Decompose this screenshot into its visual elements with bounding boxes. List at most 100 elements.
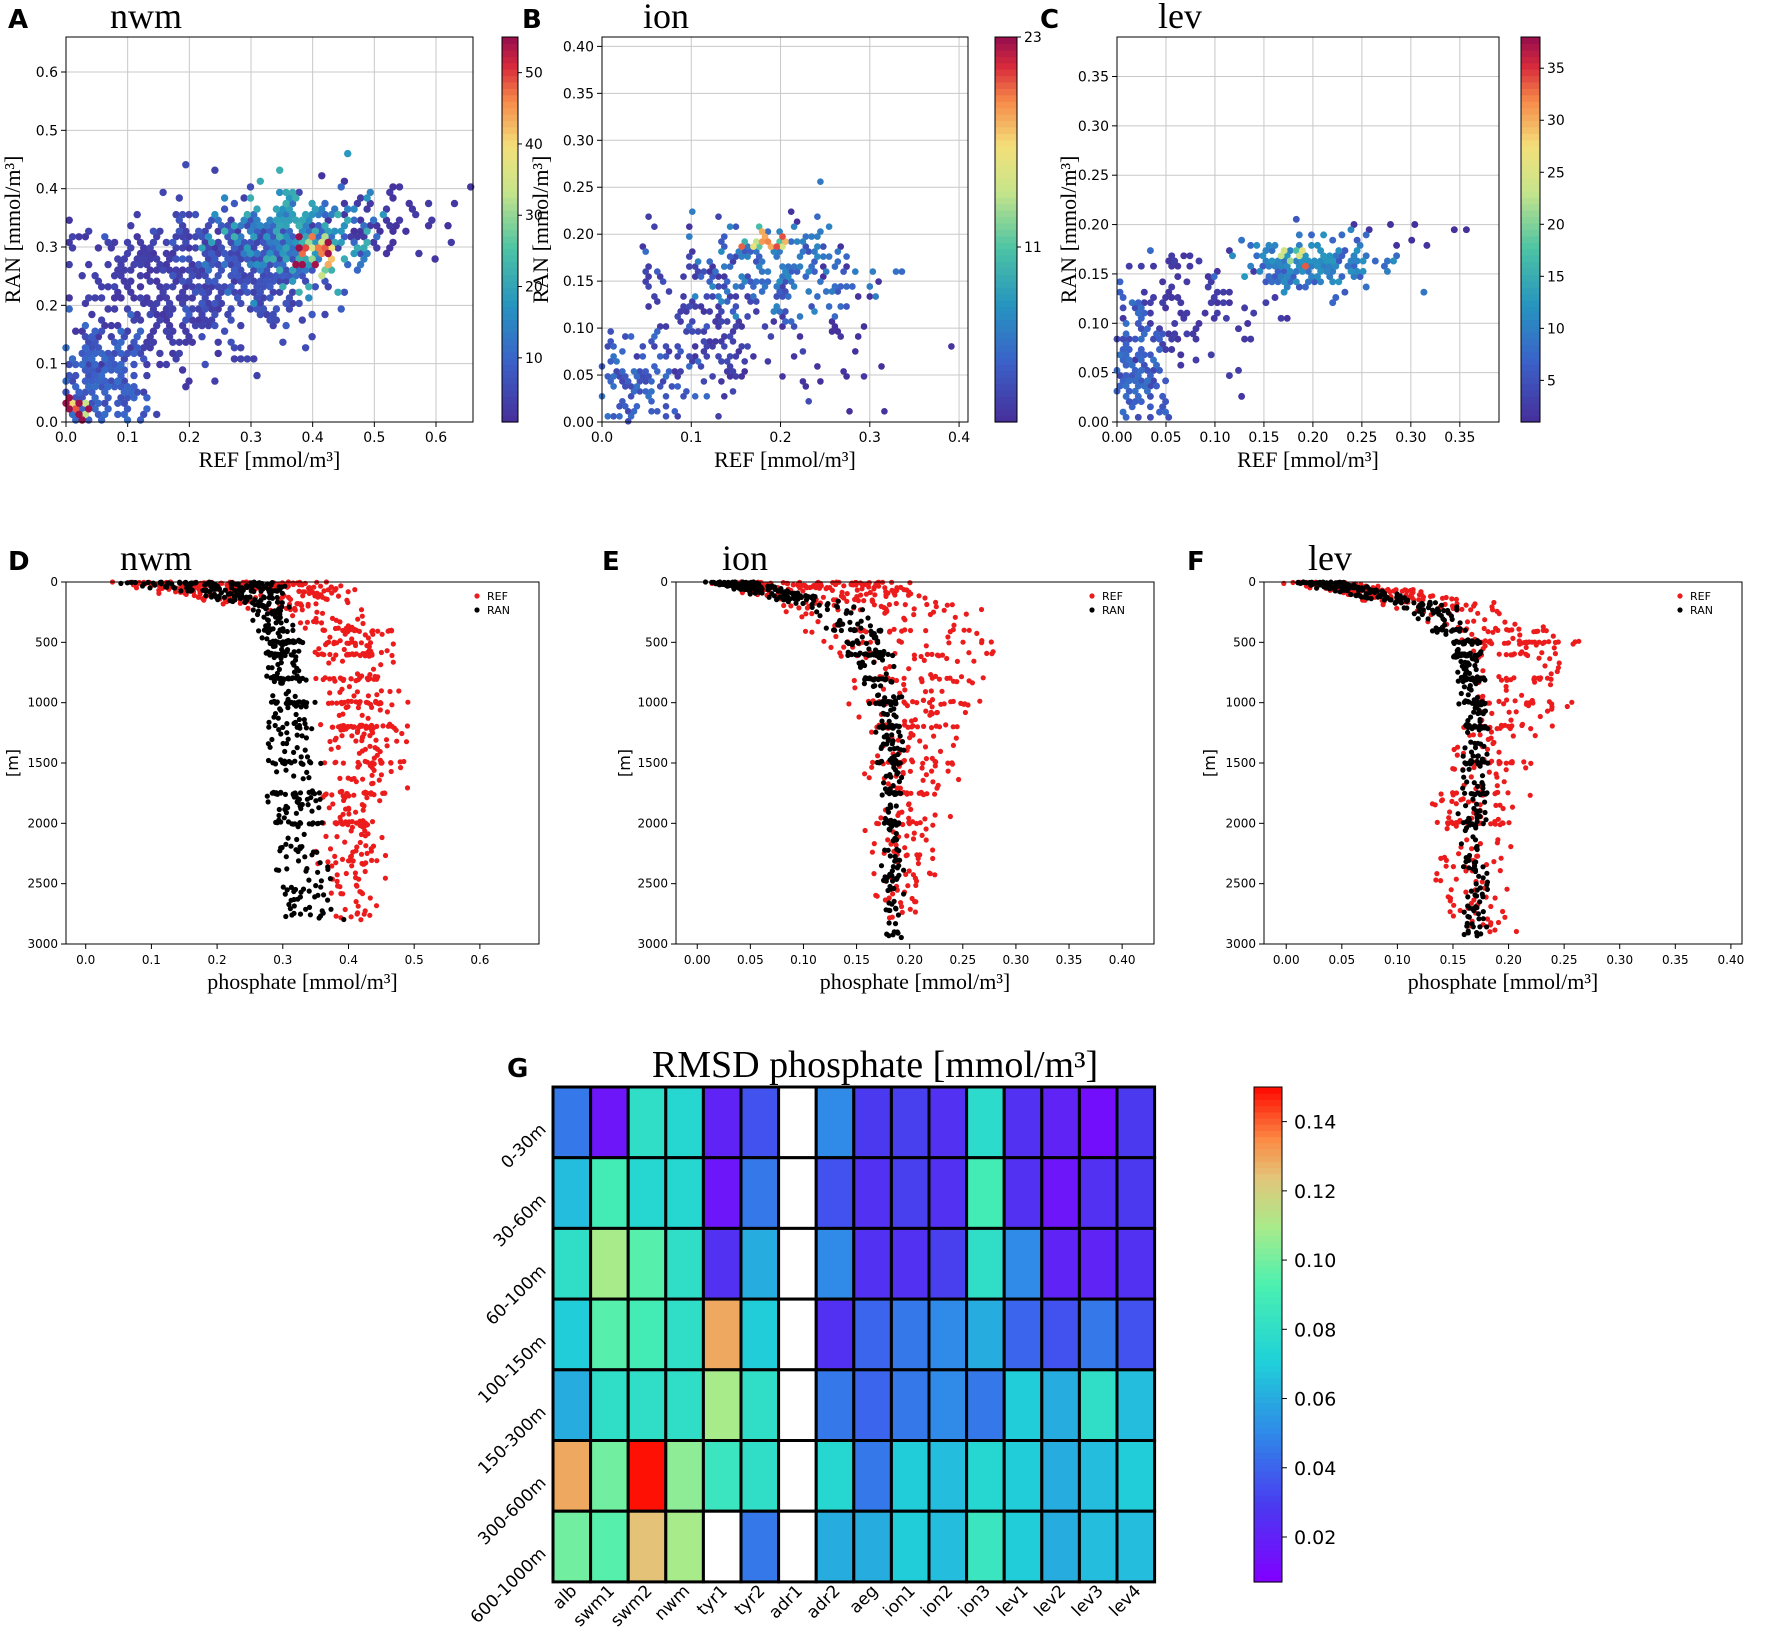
data-point (912, 909, 919, 915)
data-point (1496, 749, 1502, 755)
y-axis-label: RAN [mmol/m³] (1056, 156, 1081, 304)
data-point (873, 700, 879, 707)
hex-bin (1134, 351, 1142, 359)
data-point (918, 653, 924, 660)
hex-bin (159, 288, 167, 296)
hex-bin (729, 328, 737, 335)
data-point (905, 883, 911, 889)
hex-bin (133, 310, 141, 319)
hex-bin (1371, 257, 1379, 265)
data-point (1537, 713, 1543, 720)
data-point (814, 609, 820, 615)
hex-bin (1301, 252, 1309, 260)
data-point (309, 726, 315, 732)
hex-bin (360, 255, 368, 263)
hex-bin (1314, 262, 1321, 270)
data-point (326, 805, 332, 811)
x-tick-label: 0.4 (948, 430, 970, 446)
hex-bin (204, 266, 213, 274)
hex-bin (674, 313, 682, 320)
data-point (923, 643, 929, 649)
data-point (1554, 668, 1560, 675)
y-tick-label: 1500 (27, 756, 58, 770)
hex-bin (256, 277, 264, 285)
data-point (266, 600, 272, 606)
hex-bin (787, 268, 795, 275)
data-point (893, 677, 900, 684)
hex-bin (169, 305, 177, 313)
data-point (1460, 753, 1466, 759)
hex-bin (395, 216, 404, 224)
data-point (312, 894, 318, 900)
data-point (244, 583, 250, 589)
data-point (364, 643, 370, 649)
hex-bin (1241, 335, 1249, 343)
data-point (1550, 633, 1556, 639)
data-point (748, 580, 754, 586)
data-point (921, 723, 927, 730)
hex-bin (1213, 288, 1221, 296)
hex-bin (665, 348, 673, 355)
hex-bin (94, 410, 103, 419)
x-tick-label: 0.15 (1440, 953, 1467, 967)
data-point (1480, 864, 1486, 870)
data-point (291, 888, 297, 895)
hex-bin (787, 238, 795, 245)
hex-bin (123, 349, 132, 358)
hex-bin (78, 405, 86, 413)
data-point (1456, 701, 1462, 707)
hex-bin (114, 255, 122, 263)
hex-bin (1204, 283, 1212, 291)
hex-bin (677, 318, 684, 325)
data-point (244, 594, 250, 600)
data-point (1531, 675, 1537, 681)
hex-bin (208, 283, 216, 291)
hex-bin (220, 205, 229, 213)
hex-bin (175, 216, 183, 224)
hex-bin (162, 294, 171, 302)
hex-bin (110, 305, 119, 313)
hex-bin (1168, 283, 1176, 291)
hex-bin (153, 266, 161, 274)
hex-bin (729, 258, 737, 265)
hex-bin (295, 188, 303, 197)
hex-bin (872, 293, 880, 300)
hex-bin (1317, 247, 1325, 255)
hex-bin (738, 323, 746, 330)
data-point (921, 657, 927, 664)
hex-bin (770, 308, 778, 315)
colorbar-step (502, 49, 518, 57)
hex-bin (1262, 299, 1270, 307)
data-point (367, 743, 373, 749)
data-point (291, 794, 297, 800)
hex-bin (683, 308, 690, 315)
data-point (279, 590, 285, 596)
hex-bin (1140, 361, 1148, 369)
data-point (337, 689, 343, 695)
data-point (845, 649, 851, 655)
data-point (323, 791, 329, 797)
data-point (295, 858, 302, 864)
data-point (901, 867, 907, 873)
hex-bin (256, 266, 264, 274)
hex-bin (744, 313, 751, 320)
data-point (1519, 649, 1525, 655)
data-point (1533, 628, 1539, 635)
data-point (374, 676, 380, 682)
data-point (899, 694, 905, 700)
y-tick-label: 0.10 (1078, 316, 1109, 332)
hex-bin (1213, 309, 1221, 317)
hex-bin (185, 266, 193, 274)
hex-bin (659, 378, 667, 385)
hex-bin (308, 210, 316, 219)
data-point (1549, 701, 1555, 707)
hex-bin (1122, 392, 1130, 400)
data-point (284, 721, 290, 727)
colorbar-step (502, 152, 518, 160)
y-tick-label: 0.35 (563, 86, 594, 102)
data-point (1488, 735, 1494, 741)
data-point (907, 627, 914, 634)
hex-bin (726, 293, 734, 300)
data-point (296, 716, 302, 723)
